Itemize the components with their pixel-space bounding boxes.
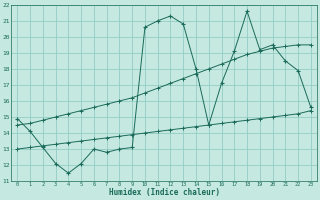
X-axis label: Humidex (Indice chaleur): Humidex (Indice chaleur) (108, 188, 220, 197)
